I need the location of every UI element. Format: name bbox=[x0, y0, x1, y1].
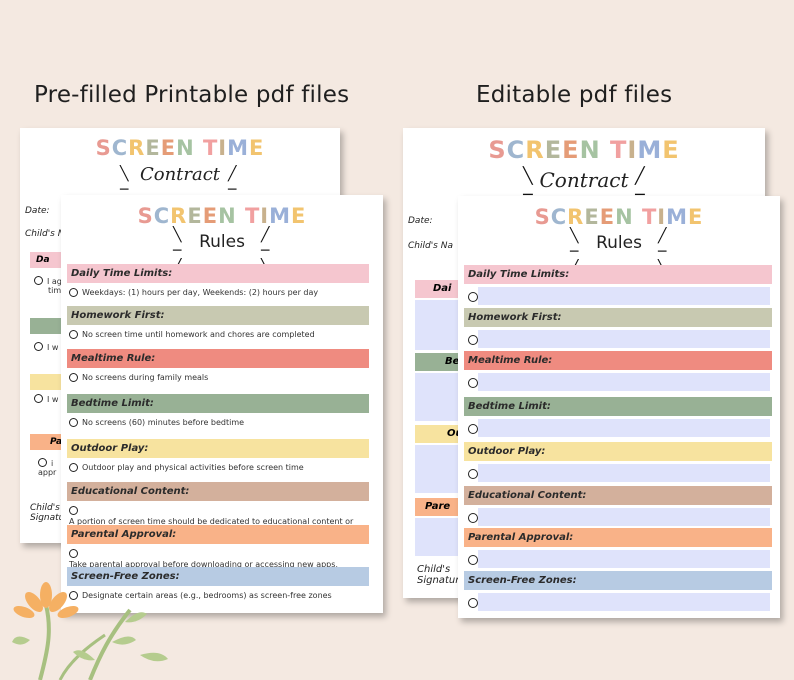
rule-heading: Daily Time Limits: bbox=[464, 265, 772, 284]
rule-heading: Educational Content: bbox=[464, 486, 772, 505]
checkbox-circle-icon[interactable] bbox=[468, 292, 478, 302]
blank-area bbox=[415, 373, 460, 421]
checkbox-circle-icon[interactable] bbox=[468, 424, 478, 434]
contract-title: SCREEN TIME bbox=[95, 136, 265, 160]
rules-page-editable: SCREEN TIME Rules ╲─╱ ╱─╲ Daily Time Lim… bbox=[458, 196, 780, 618]
blank-area bbox=[415, 518, 460, 556]
signature-label: Child's Signatur bbox=[417, 564, 460, 586]
date-label: Date: bbox=[25, 206, 50, 216]
rules-page-prefilled: SCREEN TIME Rules ╲─╱ ╱─╲ Daily Time Lim… bbox=[61, 195, 383, 613]
editable-field[interactable] bbox=[478, 550, 770, 568]
band-fragment: Pa bbox=[30, 434, 70, 450]
editable-field[interactable] bbox=[478, 330, 770, 348]
rule-item: Designate certain areas (e.g., bedrooms)… bbox=[69, 591, 369, 602]
rule-heading: Mealtime Rule: bbox=[67, 349, 369, 368]
rule-text: Designate certain areas (e.g., bedrooms)… bbox=[82, 591, 332, 600]
checkbox-circle-icon[interactable] bbox=[69, 373, 78, 382]
checkbox-circle-icon[interactable] bbox=[468, 469, 478, 479]
band-green bbox=[30, 318, 70, 334]
contract-subtitle: Contract bbox=[539, 168, 629, 192]
rule-heading: Screen-Free Zones: bbox=[67, 567, 369, 586]
rule-text: No screen time until homework and chores… bbox=[82, 330, 315, 339]
fragment-text: I w bbox=[34, 394, 58, 404]
fragment-text: I ag tim bbox=[34, 276, 62, 295]
checkbox-circle-icon[interactable] bbox=[468, 598, 478, 608]
rule-item: Weekdays: (1) hours per day, Weekends: (… bbox=[69, 288, 369, 299]
checkbox-circle-icon[interactable] bbox=[468, 513, 478, 523]
editable-field[interactable] bbox=[478, 593, 770, 611]
checkbox-circle-icon[interactable] bbox=[69, 549, 78, 558]
band-fragment: Ou bbox=[415, 425, 465, 443]
rule-heading: Educational Content: bbox=[67, 482, 369, 501]
blank-area bbox=[415, 445, 460, 493]
rule-text: No screens during family meals bbox=[82, 373, 209, 382]
rules-subtitle: Rules bbox=[596, 233, 642, 253]
checkbox-circle-icon[interactable] bbox=[69, 288, 78, 297]
checkbox-circle-icon[interactable] bbox=[468, 335, 478, 345]
date-label: Date: bbox=[408, 216, 433, 226]
editable-field[interactable] bbox=[478, 419, 770, 437]
rules-subtitle: Rules bbox=[199, 232, 245, 252]
contract-subtitle: Contract bbox=[139, 164, 221, 185]
fragment-text: i appr bbox=[38, 458, 57, 477]
band-yellow bbox=[30, 374, 70, 390]
checkbox-circle-icon[interactable] bbox=[69, 418, 78, 427]
rule-heading: Mealtime Rule: bbox=[464, 351, 772, 370]
rules-title: SCREEN TIME bbox=[534, 205, 704, 229]
blank-area bbox=[415, 300, 460, 350]
band-fragment: Pare bbox=[415, 498, 465, 516]
band-fragment: Bed bbox=[415, 353, 467, 371]
editable-field[interactable] bbox=[478, 373, 770, 391]
checkbox-circle-icon[interactable] bbox=[69, 506, 78, 515]
band-fragment: Dai bbox=[415, 280, 465, 298]
flower-decoration-icon bbox=[12, 582, 168, 680]
rule-text: No screens (60) minutes before bedtime bbox=[82, 418, 245, 427]
editable-field[interactable] bbox=[478, 287, 770, 305]
editable-field[interactable] bbox=[478, 508, 770, 526]
band-fragment: Da bbox=[30, 252, 70, 268]
rule-heading: Parental Approval: bbox=[67, 525, 369, 544]
signature-label: Child's Signatur bbox=[30, 503, 69, 523]
rule-item: No screen time until homework and chores… bbox=[69, 330, 369, 341]
rule-heading: Bedtime Limit: bbox=[464, 397, 772, 416]
rule-item: Outdoor play and physical activities bef… bbox=[69, 463, 369, 474]
rule-item: No screens during family meals bbox=[69, 373, 369, 384]
rule-heading: Screen-Free Zones: bbox=[464, 571, 772, 590]
caption-editable: Editable pdf files bbox=[476, 82, 673, 108]
rule-heading: Parental Approval: bbox=[464, 528, 772, 547]
checkbox-circle-icon[interactable] bbox=[69, 591, 78, 600]
checkbox-circle-icon[interactable] bbox=[69, 463, 78, 472]
fragment-text: I w bbox=[34, 342, 58, 352]
rule-heading: Outdoor Play: bbox=[67, 439, 369, 458]
rule-text: Weekdays: (1) hours per day, Weekends: (… bbox=[82, 288, 319, 297]
rule-heading: Homework First: bbox=[67, 306, 369, 325]
rule-heading: Homework First: bbox=[464, 308, 772, 327]
caption-prefilled: Pre-filled Printable pdf files bbox=[34, 82, 350, 108]
rules-title: SCREEN TIME bbox=[137, 204, 307, 228]
checkbox-circle-icon[interactable] bbox=[69, 330, 78, 339]
rule-heading: Bedtime Limit: bbox=[67, 394, 369, 413]
rule-item: No screens (60) minutes before bedtime bbox=[69, 418, 369, 429]
checkbox-circle-icon[interactable] bbox=[468, 378, 478, 388]
editable-field[interactable] bbox=[478, 464, 770, 482]
rule-text: Outdoor play and physical activities bef… bbox=[82, 463, 304, 472]
child-name-label: Child's Na bbox=[408, 241, 453, 251]
checkbox-circle-icon[interactable] bbox=[468, 555, 478, 565]
rule-heading: Daily Time Limits: bbox=[67, 264, 369, 283]
rule-heading: Outdoor Play: bbox=[464, 442, 772, 461]
child-name-label: Child's N bbox=[25, 229, 65, 239]
contract-title: SCREEN TIME bbox=[488, 136, 680, 164]
